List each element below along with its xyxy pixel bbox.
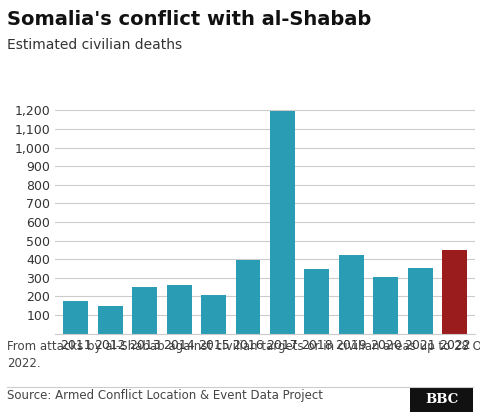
Bar (167, 285, 192, 334)
Bar (201, 294, 226, 334)
Bar (408, 268, 432, 334)
Bar (98, 306, 123, 334)
Bar (339, 254, 364, 334)
Bar (63, 301, 88, 334)
Bar (373, 277, 398, 334)
Bar (132, 287, 157, 334)
Text: BBC: BBC (425, 393, 458, 407)
Text: Source: Armed Conflict Location & Event Data Project: Source: Armed Conflict Location & Event … (7, 389, 323, 402)
Bar (270, 111, 295, 334)
Bar (304, 269, 329, 334)
Text: Somalia's conflict with al-Shabab: Somalia's conflict with al-Shabab (7, 10, 372, 30)
Text: Estimated civilian deaths: Estimated civilian deaths (7, 38, 182, 53)
Bar (442, 250, 467, 334)
Text: From attacks by al-Shabab against civilian targets or in civilian areas up to 28: From attacks by al-Shabab against civili… (7, 340, 480, 370)
Bar (236, 260, 260, 334)
